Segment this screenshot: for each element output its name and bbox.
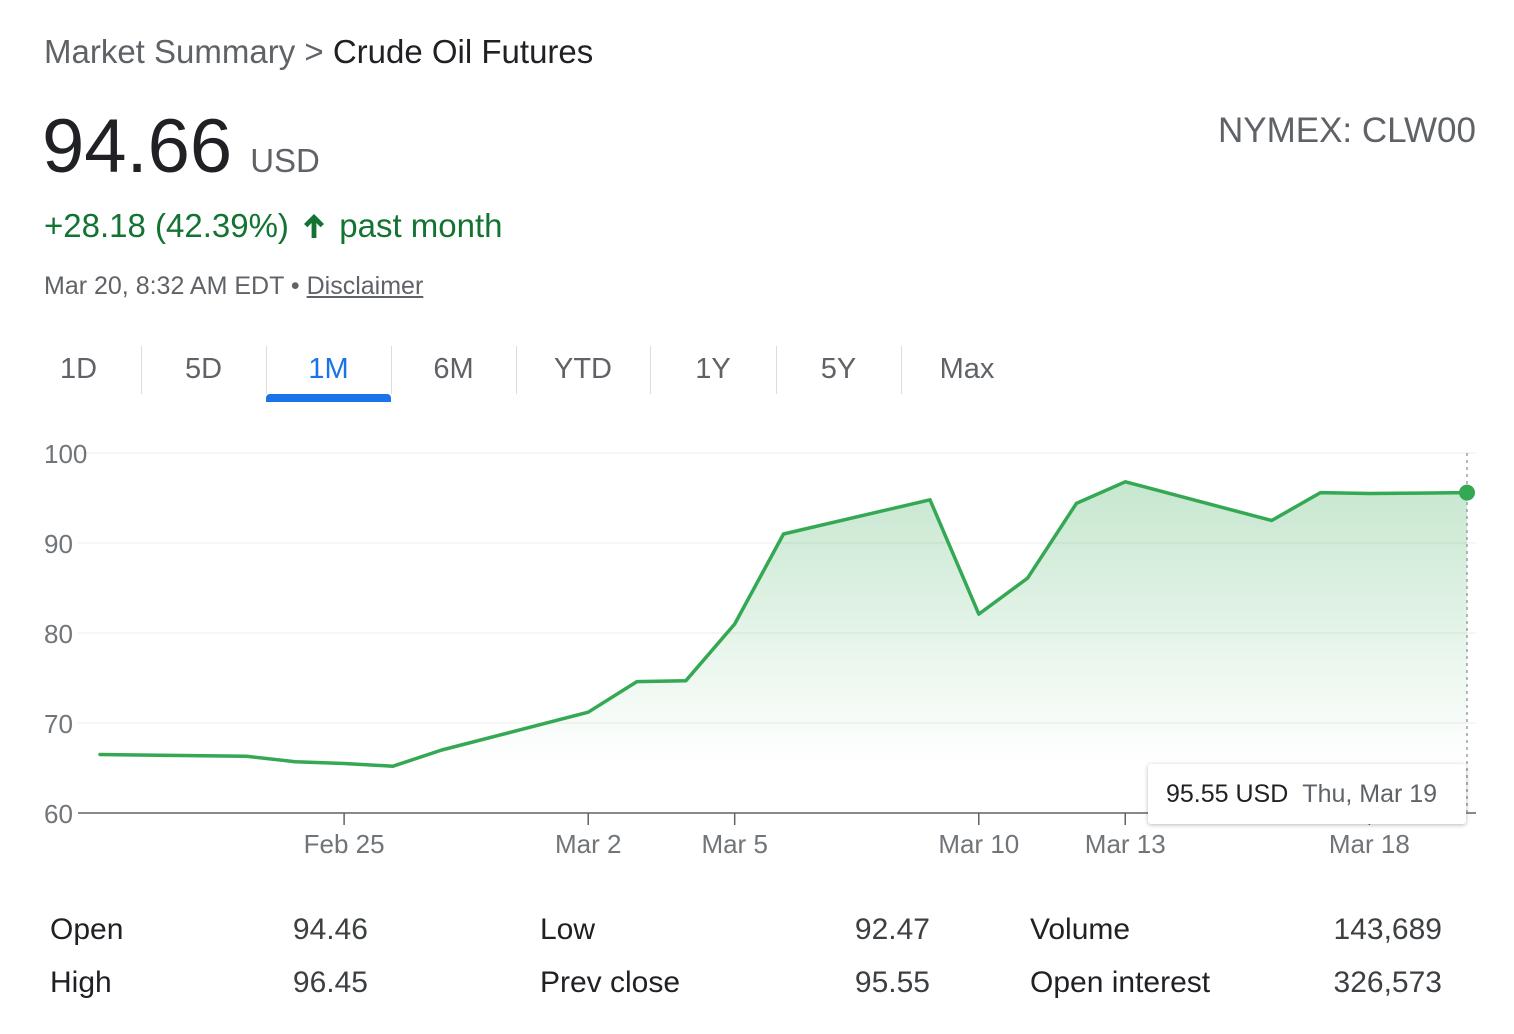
tab-divider bbox=[776, 346, 777, 394]
active-tab-indicator bbox=[266, 394, 391, 402]
tab-divider bbox=[516, 346, 517, 394]
stat-value-open: 94.46 bbox=[292, 913, 368, 946]
current-price: 94.66 bbox=[42, 104, 233, 189]
y-tick-label: 90 bbox=[44, 529, 73, 559]
tab-divider bbox=[391, 346, 392, 394]
tab-1y[interactable]: 1Y bbox=[695, 353, 731, 385]
timestamp-row: Mar 20, 8:32 AM EDT • Disclaimer bbox=[44, 270, 423, 302]
tab-divider bbox=[141, 346, 142, 394]
stat-label-open: Open bbox=[50, 913, 124, 946]
stat-label-prev-close: Prev close bbox=[540, 966, 681, 999]
y-tick-label: 70 bbox=[44, 709, 73, 739]
price-change: +28.18 (42.39%) past month bbox=[44, 205, 503, 247]
stat-value-prev-close: 95.55 bbox=[854, 966, 930, 999]
breadcrumb: Market Summary > Crude Oil Futures bbox=[44, 32, 593, 72]
stat-label-volume: Volume bbox=[1030, 913, 1131, 946]
price-line bbox=[98, 480, 1469, 768]
x-tick-label: Mar 2 bbox=[555, 829, 621, 859]
tooltip-value: 95.55 USD bbox=[1166, 780, 1289, 808]
quote-timestamp: Mar 20, 8:32 AM EDT bbox=[44, 272, 284, 300]
stat-value-low: 92.47 bbox=[854, 913, 930, 946]
tab-1d[interactable]: 1D bbox=[59, 353, 98, 385]
area-fill bbox=[100, 481, 1467, 813]
currency-label: USD bbox=[250, 142, 320, 179]
y-tick-label: 60 bbox=[44, 799, 73, 829]
stat-label-open-interest: Open interest bbox=[1030, 966, 1211, 999]
x-tick-label: Feb 25 bbox=[304, 829, 385, 859]
stat-value-open-interest: 326,573 bbox=[1333, 966, 1442, 999]
tab-5d[interactable]: 5D bbox=[184, 353, 223, 385]
disclaimer-link[interactable]: Disclaimer bbox=[306, 272, 424, 300]
breadcrumb-current: Crude Oil Futures bbox=[332, 33, 594, 70]
breadcrumb-root[interactable]: Market Summary bbox=[44, 33, 296, 70]
tab-ytd[interactable]: YTD bbox=[554, 353, 612, 385]
y-tick-label: 100 bbox=[44, 439, 87, 469]
ticker-symbol: NYMEX: CLW00 bbox=[1217, 111, 1476, 150]
tab-max[interactable]: Max bbox=[939, 353, 995, 385]
x-tick-label: Mar 5 bbox=[701, 829, 767, 859]
x-tick-label: Mar 10 bbox=[938, 829, 1019, 859]
stats-table: Open 94.46 High 96.45 Low 92.47 Prev clo… bbox=[0, 904, 1514, 1024]
arrow-up-icon bbox=[304, 214, 325, 238]
tab-divider bbox=[901, 346, 902, 394]
chart-tooltip: 95.55 USD Thu, Mar 19 bbox=[1148, 764, 1466, 824]
breadcrumb-separator: > bbox=[304, 33, 324, 70]
tab-6m[interactable]: 6M bbox=[433, 353, 474, 385]
tab-1m[interactable]: 1M bbox=[308, 353, 349, 385]
stat-label-high: High bbox=[50, 966, 112, 999]
tab-divider bbox=[650, 346, 651, 394]
stat-label-low: Low bbox=[540, 913, 596, 946]
bullet-separator: • bbox=[290, 272, 300, 300]
tab-divider bbox=[266, 346, 267, 394]
price-row: 94.66 USD bbox=[42, 104, 320, 190]
tab-5y[interactable]: 5Y bbox=[820, 353, 857, 385]
stat-value-volume: 143,689 bbox=[1333, 913, 1442, 946]
x-tick-label: Mar 13 bbox=[1085, 829, 1166, 859]
change-value: +28.18 (42.39%) bbox=[44, 207, 289, 244]
y-tick-label: 80 bbox=[44, 619, 73, 649]
price-chart: 60 70 80 90 100 Feb 25 Mar 2 Mar 5 Mar 10 Mar 13 M… bbox=[44, 439, 1476, 859]
change-period: past month bbox=[339, 207, 503, 244]
hover-point bbox=[1459, 484, 1475, 501]
stat-value-high: 96.45 bbox=[292, 966, 368, 999]
tooltip-date: Thu, Mar 19 bbox=[1302, 780, 1438, 808]
x-tick-label: Mar 18 bbox=[1329, 829, 1410, 859]
